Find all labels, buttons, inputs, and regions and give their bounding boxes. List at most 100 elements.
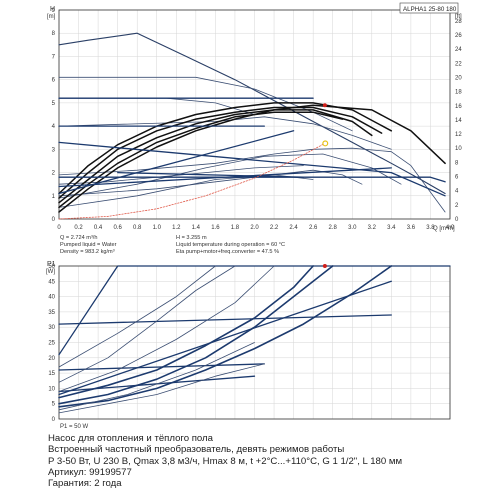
info-liquid: Pumped liquid = Water: [60, 242, 117, 248]
y-right-tick-label: 6: [455, 175, 459, 181]
series-line: [58, 265, 393, 408]
series-line: [58, 176, 446, 183]
y-tick-label: 2: [52, 171, 56, 177]
y-tick-label: 35: [48, 310, 55, 316]
y-tick-label: 25: [48, 341, 55, 347]
series-line: [58, 265, 451, 356]
x-tick-label: 3.0: [348, 225, 357, 231]
series-line: [58, 76, 353, 132]
y-tick-label: 0: [52, 217, 56, 223]
description-line: P 3-50 Вт, U 230 В, Qmax 3,8 м3/ч, Hmax …: [48, 455, 403, 467]
y-right-tick-label: 28: [455, 19, 462, 25]
y-tick-label: 1: [52, 194, 56, 200]
info-head: H = 3.255 m: [176, 235, 207, 241]
series-line: [58, 167, 392, 188]
y-right-tick-label: 26: [455, 33, 462, 39]
x-tick-label: 3.2: [368, 225, 377, 231]
series-line: [58, 265, 334, 405]
series-line: [58, 342, 255, 411]
operating-point-marker: [322, 103, 327, 108]
series-line: [58, 32, 446, 195]
series-line: [58, 109, 373, 204]
y-right-tick-label: 22: [455, 61, 462, 67]
series-line: [58, 141, 446, 197]
description-line: Артикул: 99199577: [48, 466, 132, 478]
y-tick-label: 0: [52, 417, 56, 423]
series-line: [117, 171, 305, 178]
x-tick-label: 2.2: [270, 225, 279, 231]
x-tick-label: 2.8: [329, 225, 338, 231]
x-tick-label: 1.0: [153, 225, 162, 231]
model-label: ALPHA1 25-80 180: [403, 6, 457, 13]
product-description: Насос для отопления и тёплого пола Встро…: [48, 433, 488, 489]
model-label-box: [399, 2, 459, 14]
x-tick-label: 3.6: [407, 225, 416, 231]
head-flow-chart: 0 0.2 0.4 0.6 0.8 1.0 1.2 1.4 1.6 1.8 2.0 2.2 2.4 2.6…: [47, 2, 463, 255]
y-axis-label: H: [50, 6, 55, 13]
info-density: Density = 983.2 kg/m³: [60, 249, 115, 255]
power-flow-chart: 0 5 10 15 20 25 30 35 40 45 50 P1 [W] P1 = 50 W: [46, 261, 451, 430]
y-tick-label: 5: [52, 402, 56, 408]
series-line: [58, 265, 216, 368]
chart-series: [58, 265, 451, 414]
series-line: [58, 169, 363, 197]
x-tick-label: 3.8: [426, 225, 435, 231]
x-axis-label: Q [m³/h]: [433, 226, 455, 232]
y-right-tick-label: 14: [455, 118, 462, 124]
y-tick-label: 4: [52, 124, 56, 130]
series-line: [58, 153, 402, 199]
y-tick-label: 3: [52, 147, 56, 153]
power-label: P1 = 50 W: [60, 424, 89, 430]
x-tick-label: 1.8: [231, 225, 240, 231]
series-line: [58, 143, 326, 220]
series-line: [58, 116, 392, 150]
series-line: [58, 314, 392, 325]
y-tick-label: 7: [52, 54, 56, 60]
y-axis-label: P1: [47, 261, 56, 268]
info-temperature: Liquid temperature during operation = 60…: [176, 242, 285, 248]
y-axis-unit: [W]: [46, 269, 55, 275]
y-tick-label: 15: [48, 371, 55, 377]
x-tick-label: 0.8: [133, 225, 142, 231]
y-tick-label: 20: [48, 356, 55, 362]
axis-ticks: 0 0.2 0.4 0.6 0.8 1.0 1.2 1.4 1.6 1.8 2.0 2.2 2.4 2.6…: [52, 8, 463, 231]
chart-points: [322, 103, 329, 147]
x-tick-label: 0: [57, 225, 61, 231]
x-tick-label: 1.4: [192, 225, 201, 231]
description-line: Гарантия: 2 года: [48, 478, 122, 490]
y-right-tick-label: 0: [455, 217, 459, 223]
y-tick-label: 5: [52, 101, 56, 107]
y-right-tick-label: 16: [455, 104, 462, 110]
y-tick-label: 45: [48, 279, 55, 285]
description-line: Насос для отопления и тёплого пола: [48, 433, 213, 444]
series-line: [58, 130, 295, 195]
series-line: [58, 265, 236, 383]
x-tick-label: 0.6: [113, 225, 122, 231]
operating-info: Q = 2.724 m³/h Pumped liquid = Water Den…: [60, 235, 285, 255]
y-axis-unit: [m]: [47, 14, 56, 20]
series-line: [58, 104, 446, 213]
y-right-tick-label: 12: [455, 132, 462, 138]
chart-points: [322, 264, 327, 268]
chart-series: [58, 32, 446, 220]
x-tick-label: 0.4: [94, 225, 103, 231]
y-right-tick-label: 24: [455, 47, 462, 53]
y-right-tick-label: 8: [455, 160, 459, 166]
x-tick-label: 1.2: [172, 225, 181, 231]
y-tick-label: 9: [52, 8, 56, 14]
operating-point-marker: [322, 264, 327, 268]
y-tick-label: 30: [48, 325, 55, 331]
x-tick-label: 3.4: [387, 225, 396, 231]
series-line: [58, 265, 275, 392]
y-tick-label: 40: [48, 295, 55, 301]
chart-axes: [58, 9, 451, 220]
x-tick-label: 2.0: [250, 225, 259, 231]
x-tick-label: 2.4: [289, 225, 298, 231]
axis-ticks: 0 5 10 15 20 25 30 35 40 45 50: [48, 264, 55, 423]
y-axis-right-unit: [ft]: [455, 14, 462, 20]
x-tick-label: 1.6: [211, 225, 220, 231]
y-tick-label: 10: [48, 386, 55, 392]
x-tick-label: 0.2: [74, 225, 83, 231]
info-flow: Q = 2.724 m³/h: [60, 235, 97, 241]
